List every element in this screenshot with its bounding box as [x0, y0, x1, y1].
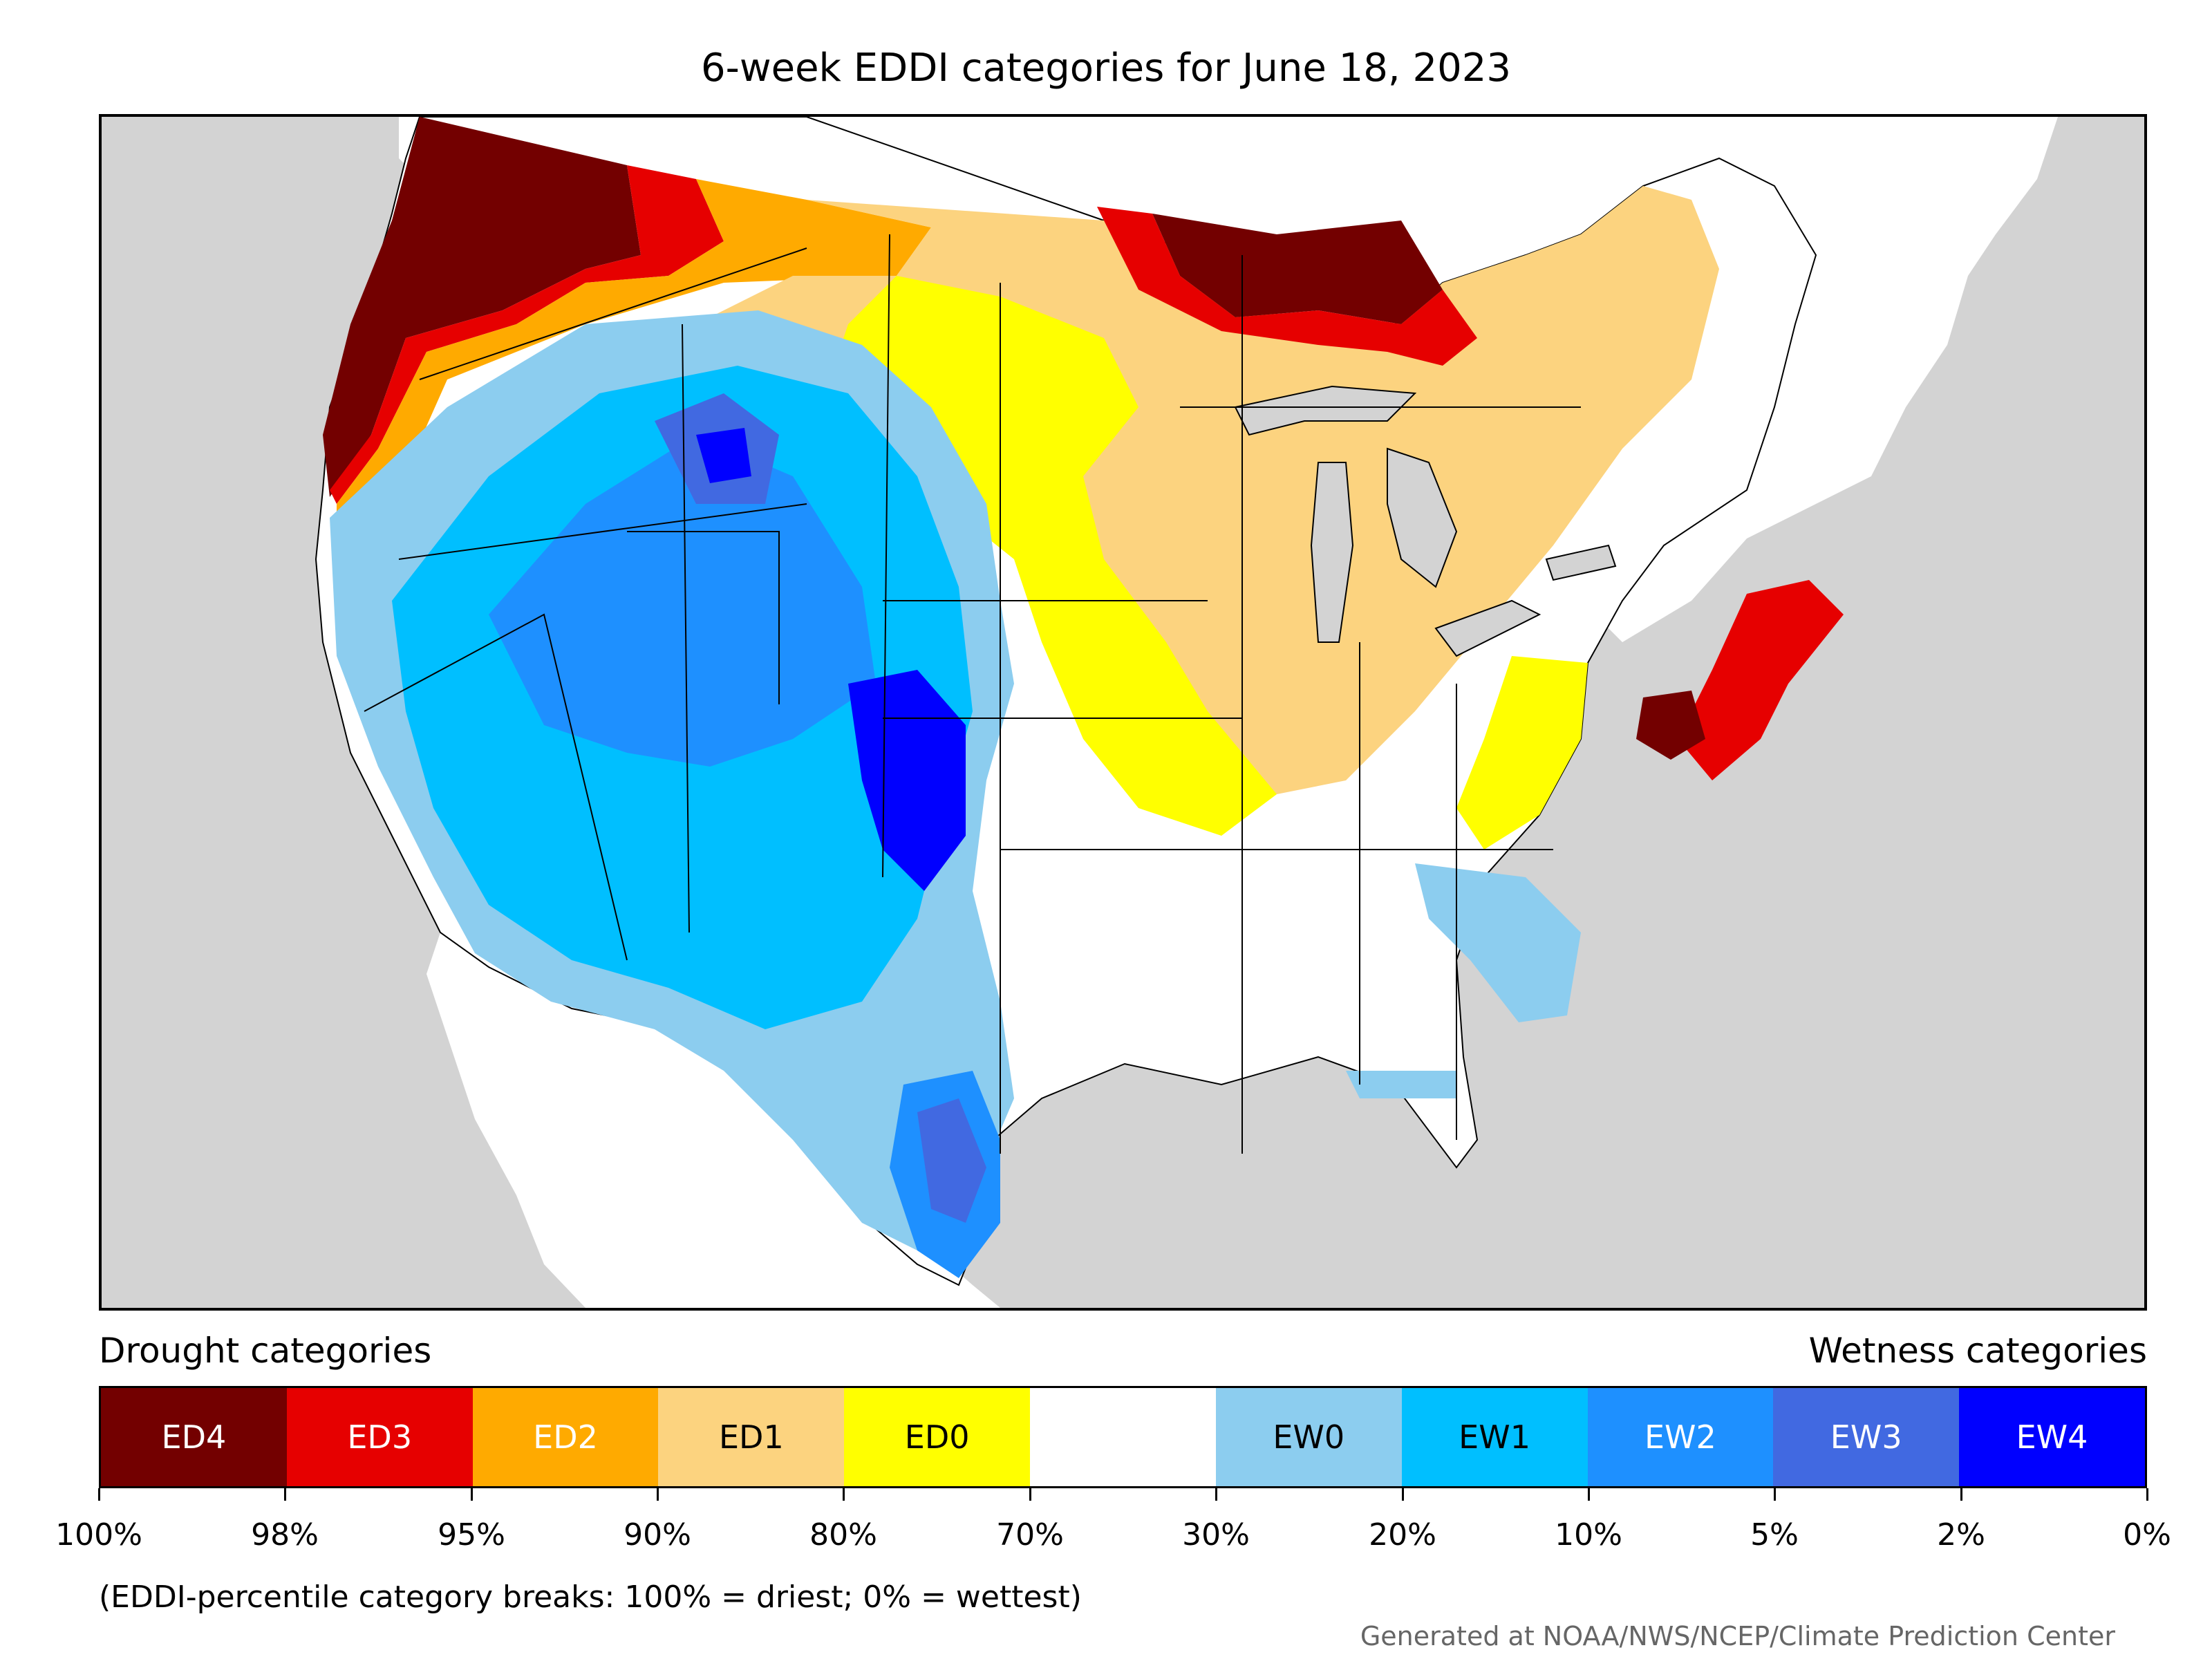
- colorbar-cell-ed1: ED1: [658, 1388, 845, 1486]
- colorbar-cell-normal: [1030, 1388, 1216, 1486]
- colorbar-tick-label: 70%: [996, 1517, 1064, 1553]
- pnw-ed4-region: [323, 117, 641, 497]
- colorbar-tick: [1960, 1488, 1962, 1501]
- wyoming-ew4-patch: [696, 428, 751, 483]
- colorbar-ticks: [98, 1488, 2148, 1502]
- colorbar-tick: [1588, 1488, 1590, 1501]
- colorbar-tick: [843, 1488, 845, 1501]
- colorbar-tick: [98, 1488, 100, 1501]
- east-ed0-region: [1456, 656, 1588, 850]
- colorbar-tick-label: 90%: [624, 1517, 691, 1553]
- credit-line: Generated at NOAA/NWS/NCEP/Climate Predi…: [1360, 1621, 2115, 1651]
- colorbar-cell-ew1: EW1: [1401, 1388, 1588, 1486]
- colorbar-tick-label: 95%: [438, 1517, 505, 1553]
- colorbar-cell-ew0: EW0: [1215, 1388, 1402, 1486]
- colorbar-tick: [1215, 1488, 1217, 1501]
- drought-categories-label: Drought categories: [99, 1331, 432, 1371]
- colorbar-tick-label: 20%: [1369, 1517, 1436, 1553]
- colorbar-tick-label: 100%: [55, 1517, 142, 1553]
- colorbar-tick-label: 10%: [1555, 1517, 1622, 1553]
- lake-superior: [1234, 385, 1417, 436]
- lake-huron: [1387, 447, 1458, 588]
- colorbar-tick: [657, 1488, 659, 1501]
- great-lakes-ed4-region: [1152, 214, 1443, 324]
- eddi-map: [99, 114, 2147, 1311]
- wetness-categories-label: Wetness categories: [1808, 1331, 2147, 1371]
- colorbar-cell-ed2: ED2: [472, 1388, 659, 1486]
- colorbar-cell-ew3: EW3: [1773, 1388, 1960, 1486]
- colorbar-tick: [471, 1488, 473, 1501]
- state-boundaries: [364, 234, 1581, 1154]
- ew3-patch-texas: [917, 1098, 986, 1223]
- map-title: 6-week EDDI categories for June 18, 2023: [701, 46, 1511, 91]
- mid-atlantic-ed3-region: [1678, 580, 1844, 780]
- lake-ontario: [1545, 544, 1617, 581]
- percentile-note: (EDDI-percentile category breaks: 100% =…: [99, 1580, 1082, 1615]
- eddi-map-canvas: [102, 117, 2144, 1308]
- mid-atlantic-ed4-region: [1636, 691, 1705, 760]
- lake-michigan: [1310, 462, 1354, 643]
- north-ed2-region: [337, 179, 931, 518]
- colorbar-tick-label: 2%: [1937, 1517, 1985, 1553]
- colorbar-cell-ew2: EW2: [1587, 1388, 1774, 1486]
- colorbar-cell-ed3: ED3: [286, 1388, 473, 1486]
- colorbar-tick: [2146, 1488, 2148, 1501]
- colorado-ew4-region: [848, 670, 966, 891]
- colorbar-tick-label: 5%: [1750, 1517, 1799, 1553]
- colorbar-tick: [1029, 1488, 1031, 1501]
- colorbar-cell-ew4: EW4: [1959, 1388, 2145, 1486]
- colorbar-tick-label: 80%: [809, 1517, 877, 1553]
- colorbar-cell-ed0: ED0: [844, 1388, 1031, 1486]
- colorbar-tick: [284, 1488, 286, 1501]
- colorbar-cell-ed4: ED4: [101, 1388, 287, 1486]
- great-lakes-ed3-region: [1097, 207, 1477, 366]
- colorbar-tick-label: 0%: [2123, 1517, 2171, 1553]
- lake-erie: [1434, 599, 1541, 657]
- colorbar-tick: [1774, 1488, 1776, 1501]
- pnw-ed3-region: [330, 165, 724, 504]
- colorbar-tick-label: 98%: [251, 1517, 319, 1553]
- category-colorbar: ED4 ED3 ED2 ED1 ED0 EW0 EW1 EW2 EW3 EW4: [99, 1386, 2147, 1488]
- colorbar-tick-label: 30%: [1182, 1517, 1250, 1553]
- gulf-ew0-patch: [1346, 1071, 1456, 1098]
- colorbar-tick: [1402, 1488, 1404, 1501]
